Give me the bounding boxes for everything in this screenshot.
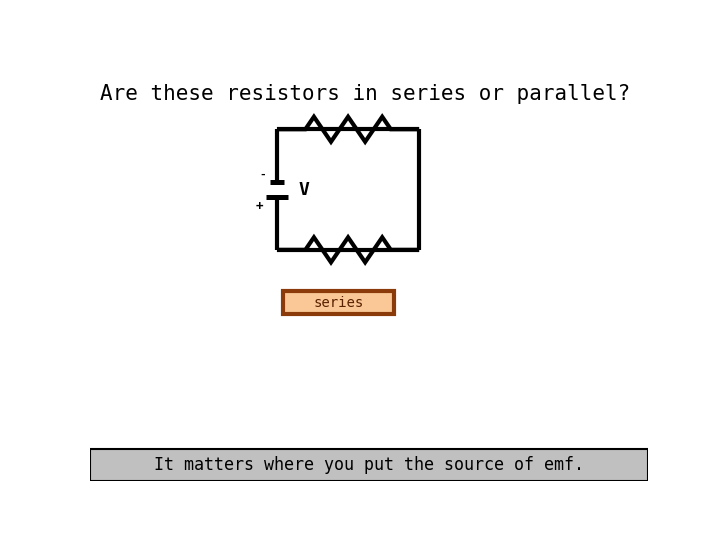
- Text: It matters where you put the source of emf.: It matters where you put the source of e…: [154, 456, 584, 474]
- FancyBboxPatch shape: [90, 449, 648, 481]
- Text: +: +: [256, 200, 263, 213]
- Text: series: series: [313, 296, 364, 310]
- Text: -: -: [259, 170, 266, 180]
- Text: Are these resistors in series or parallel?: Are these resistors in series or paralle…: [100, 84, 630, 104]
- Text: V: V: [298, 180, 309, 199]
- FancyBboxPatch shape: [282, 292, 394, 314]
